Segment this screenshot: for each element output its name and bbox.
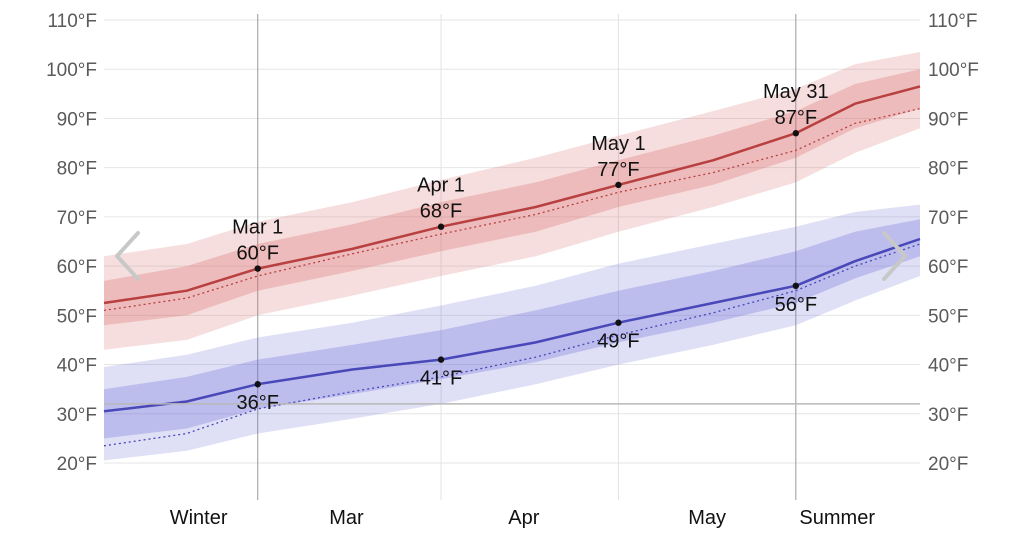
chevron-right-icon bbox=[882, 231, 907, 281]
x-tick-label: Summer bbox=[799, 507, 875, 529]
series-line-0 bbox=[103, 85, 921, 305]
annotation-point bbox=[615, 319, 622, 326]
month-dividers bbox=[257, 14, 797, 500]
band-inner-1 bbox=[104, 219, 920, 439]
temperature-bands bbox=[104, 52, 920, 461]
y-tick-label-left: 80°F bbox=[57, 159, 97, 180]
y-tick-label-right: 60°F bbox=[928, 257, 968, 278]
y-tick-label-right: 40°F bbox=[928, 356, 968, 377]
annotation-date: Mar 1 bbox=[232, 217, 283, 239]
average-line-1 bbox=[103, 243, 921, 447]
band-outer-1 bbox=[104, 204, 920, 461]
chevron-left-icon bbox=[115, 231, 140, 281]
y-tick-label-left: 70°F bbox=[57, 208, 97, 229]
x-axis-ticks: Winter Mar Apr May Summer bbox=[170, 507, 876, 529]
annotation-value: 49°F bbox=[597, 331, 639, 353]
annotation-value: 56°F bbox=[775, 294, 817, 316]
annotation-labels: 60°F Mar 1 68°F Apr 1 77°F May 1 87°F May 31 36°… bbox=[232, 81, 828, 414]
y-tick-label-right: 50°F bbox=[928, 306, 968, 327]
x-tick-label: Apr bbox=[508, 507, 539, 529]
annotation-point bbox=[437, 356, 445, 363]
next-button[interactable] bbox=[874, 226, 914, 286]
y-tick-label-right: 70°F bbox=[928, 208, 968, 229]
annotation-point bbox=[792, 282, 800, 289]
y-tick-label-left: 20°F bbox=[57, 454, 97, 475]
annotation-value: 77°F bbox=[597, 159, 639, 181]
y-tick-label-left: 50°F bbox=[57, 306, 97, 327]
y-tick-label-left: 30°F bbox=[57, 405, 97, 426]
x-tick-label: May bbox=[688, 507, 726, 529]
annotation-point bbox=[254, 265, 261, 272]
y-tick-label-right: 30°F bbox=[928, 405, 968, 426]
y-tick-label-right: 100°F bbox=[928, 60, 979, 81]
annotation-point bbox=[254, 381, 261, 388]
x-tick-label: Winter bbox=[170, 507, 228, 529]
y-tick-label-right: 110°F bbox=[928, 11, 978, 32]
annotation-point bbox=[792, 130, 800, 137]
y-tick-label-right: 80°F bbox=[928, 159, 968, 180]
annotation-value: 87°F bbox=[775, 107, 817, 129]
y-tick-label-right: 90°F bbox=[928, 109, 968, 130]
annotation-date: May 31 bbox=[763, 81, 829, 103]
annotation-value: 41°F bbox=[420, 368, 462, 390]
annotation-value: 36°F bbox=[237, 392, 279, 414]
series-line-1 bbox=[103, 237, 921, 413]
annotation-point bbox=[615, 181, 622, 189]
y-tick-label-left: 60°F bbox=[57, 257, 97, 278]
prev-button[interactable] bbox=[108, 226, 148, 286]
y-tick-label-left: 100°F bbox=[46, 60, 97, 81]
annotation-value: 60°F bbox=[237, 243, 279, 265]
x-tick-label: Mar bbox=[329, 507, 364, 529]
y-tick-label-right: 20°F bbox=[928, 454, 968, 475]
temperature-lines bbox=[103, 85, 921, 447]
annotation-value: 68°F bbox=[420, 201, 462, 223]
annotation-date: Apr 1 bbox=[417, 175, 465, 197]
band-outer-0 bbox=[104, 52, 920, 350]
y-tick-label-left: 40°F bbox=[57, 356, 97, 377]
annotation-date: May 1 bbox=[591, 133, 645, 155]
y-tick-label-left: 90°F bbox=[57, 109, 97, 130]
annotation-points bbox=[254, 130, 800, 388]
annotation-point bbox=[437, 223, 445, 230]
grid-lines bbox=[104, 19, 920, 464]
y-axis-ticks: 20°F 20°F30°F 30°F40°F 40°F50°F 50°F60°F 60°F… bbox=[46, 11, 979, 475]
band-inner-0 bbox=[104, 69, 920, 326]
y-tick-label-left: 110°F bbox=[48, 11, 98, 32]
